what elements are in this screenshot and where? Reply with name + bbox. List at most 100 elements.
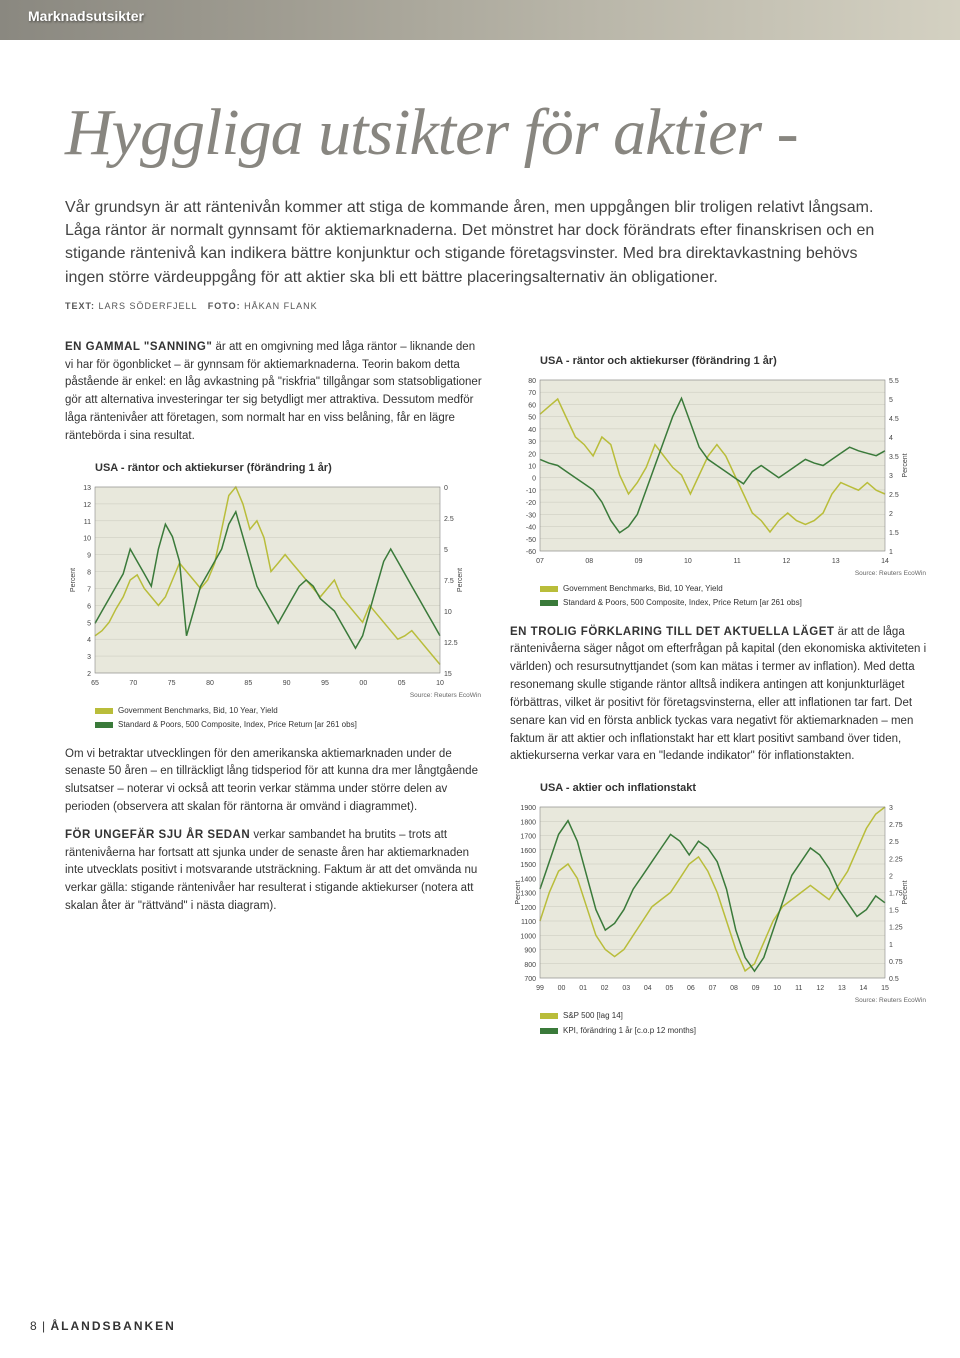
page-title: Hyggliga utsikter för aktier - bbox=[65, 95, 960, 171]
svg-text:95: 95 bbox=[321, 680, 329, 687]
svg-text:12: 12 bbox=[83, 502, 91, 509]
svg-text:1.75: 1.75 bbox=[889, 891, 903, 898]
legend-row: Standard & Poors, 500 Composite, Index, … bbox=[540, 597, 930, 609]
chart1-title: USA - räntor och aktiekurser (förändring… bbox=[95, 460, 485, 477]
svg-text:05: 05 bbox=[398, 680, 406, 687]
chart1-source: Source: Reuters EcoWin bbox=[65, 691, 481, 701]
svg-text:Percent: Percent bbox=[457, 568, 464, 592]
svg-text:15: 15 bbox=[881, 985, 889, 992]
svg-text:0: 0 bbox=[532, 476, 536, 483]
svg-text:75: 75 bbox=[168, 680, 176, 687]
svg-text:50: 50 bbox=[528, 414, 536, 421]
svg-text:14: 14 bbox=[881, 558, 889, 565]
svg-text:4: 4 bbox=[889, 435, 893, 442]
rp1-lead: EN TROLIG FÖRKLARING TILL DET AKTUELLA L… bbox=[510, 626, 834, 638]
svg-text:13: 13 bbox=[838, 985, 846, 992]
svg-text:2.25: 2.25 bbox=[889, 856, 903, 863]
svg-text:99: 99 bbox=[536, 985, 544, 992]
svg-text:85: 85 bbox=[244, 680, 252, 687]
svg-text:6: 6 bbox=[87, 603, 91, 610]
svg-text:01: 01 bbox=[579, 985, 587, 992]
svg-text:07: 07 bbox=[536, 558, 544, 565]
chart1-series2-name: Standard & Poors, 500 Composite, Index, … bbox=[118, 719, 357, 731]
chart3-legend: S&P 500 [lag 14] KPI, förändring 1 år [c… bbox=[540, 1010, 930, 1037]
svg-text:7: 7 bbox=[87, 586, 91, 593]
chart2-box: USA - räntor och aktiekurser (förändring… bbox=[510, 353, 930, 610]
intro-paragraph: Vår grundsyn är att räntenivån kommer at… bbox=[65, 196, 895, 289]
svg-text:03: 03 bbox=[622, 985, 630, 992]
svg-text:0.5: 0.5 bbox=[889, 976, 899, 983]
svg-text:13: 13 bbox=[83, 485, 91, 492]
svg-text:12.5: 12.5 bbox=[444, 640, 458, 647]
svg-text:900: 900 bbox=[524, 948, 536, 955]
svg-text:10: 10 bbox=[684, 558, 692, 565]
svg-text:7.5: 7.5 bbox=[444, 578, 454, 585]
svg-text:1: 1 bbox=[889, 942, 893, 949]
two-column-layout: EN GAMMAL "SANNING" är att en omgivning … bbox=[65, 339, 930, 1051]
rp1-body: är att de låga räntenivåerna säger något… bbox=[510, 626, 926, 763]
svg-text:14: 14 bbox=[860, 985, 868, 992]
svg-text:20: 20 bbox=[528, 451, 536, 458]
chart2-source: Source: Reuters EcoWin bbox=[510, 569, 926, 579]
svg-text:10: 10 bbox=[83, 535, 91, 542]
header-strip: Marknadsutsikter bbox=[0, 0, 960, 40]
left-p3: FÖR UNGEFÄR SJU ÅR SEDAN verkar sambande… bbox=[65, 827, 485, 916]
right-p1: EN TROLIG FÖRKLARING TILL DET AKTUELLA L… bbox=[510, 624, 930, 767]
svg-text:1.5: 1.5 bbox=[889, 908, 899, 915]
svg-text:700: 700 bbox=[524, 976, 536, 983]
svg-text:80: 80 bbox=[528, 378, 536, 385]
svg-text:10: 10 bbox=[773, 985, 781, 992]
svg-text:10: 10 bbox=[436, 680, 444, 687]
legend-row: Government Benchmarks, Bid, 10 Year, Yie… bbox=[540, 583, 930, 595]
svg-text:1200: 1200 bbox=[520, 905, 536, 912]
svg-text:2: 2 bbox=[87, 671, 91, 678]
svg-text:1000: 1000 bbox=[520, 933, 536, 940]
svg-text:5.5: 5.5 bbox=[889, 378, 899, 385]
svg-text:5: 5 bbox=[889, 397, 893, 404]
svg-text:0: 0 bbox=[444, 485, 448, 492]
svg-text:60: 60 bbox=[528, 402, 536, 409]
chart2-svg: -60-50-40-30-20-100102030405060708011.52… bbox=[510, 374, 915, 569]
svg-text:4: 4 bbox=[87, 637, 91, 644]
svg-text:800: 800 bbox=[524, 962, 536, 969]
svg-text:40: 40 bbox=[528, 427, 536, 434]
svg-text:07: 07 bbox=[709, 985, 717, 992]
svg-text:80: 80 bbox=[206, 680, 214, 687]
legend-row: S&P 500 [lag 14] bbox=[540, 1010, 930, 1022]
svg-text:9: 9 bbox=[87, 552, 91, 559]
svg-text:12: 12 bbox=[783, 558, 791, 565]
svg-text:1500: 1500 bbox=[520, 862, 536, 869]
svg-text:70: 70 bbox=[528, 390, 536, 397]
p1-body: är att en omgivning med låga räntor – li… bbox=[65, 341, 482, 442]
svg-text:13: 13 bbox=[832, 558, 840, 565]
svg-text:1700: 1700 bbox=[520, 834, 536, 841]
chart3-series1-name: S&P 500 [lag 14] bbox=[563, 1010, 623, 1022]
svg-text:Percent: Percent bbox=[70, 568, 77, 592]
svg-text:1900: 1900 bbox=[520, 805, 536, 812]
svg-text:1100: 1100 bbox=[521, 919, 536, 926]
left-column: EN GAMMAL "SANNING" är att en omgivning … bbox=[65, 339, 485, 1051]
svg-text:1600: 1600 bbox=[520, 848, 536, 855]
svg-text:-60: -60 bbox=[526, 549, 536, 556]
svg-text:2.75: 2.75 bbox=[889, 822, 903, 829]
svg-text:10: 10 bbox=[528, 463, 536, 470]
chart2-legend: Government Benchmarks, Bid, 10 Year, Yie… bbox=[540, 583, 930, 610]
svg-text:-10: -10 bbox=[526, 488, 536, 495]
svg-text:3.5: 3.5 bbox=[889, 454, 899, 461]
svg-text:2: 2 bbox=[889, 511, 893, 518]
svg-text:Percent: Percent bbox=[902, 453, 909, 477]
svg-text:70: 70 bbox=[129, 680, 137, 687]
svg-text:2.5: 2.5 bbox=[889, 492, 899, 499]
svg-text:11: 11 bbox=[795, 985, 802, 992]
chart3-box: USA - aktier och inflationstakt 70080090… bbox=[510, 780, 930, 1037]
section-label: Marknadsutsikter bbox=[28, 8, 144, 24]
svg-text:06: 06 bbox=[687, 985, 695, 992]
svg-text:-30: -30 bbox=[526, 512, 536, 519]
bank-name: ÅLANDSBANKEN bbox=[50, 1319, 175, 1333]
svg-text:00: 00 bbox=[359, 680, 367, 687]
text-label: TEXT: bbox=[65, 301, 95, 311]
svg-text:-50: -50 bbox=[526, 537, 536, 544]
svg-text:05: 05 bbox=[665, 985, 673, 992]
chart1-series1-name: Government Benchmarks, Bid, 10 Year, Yie… bbox=[118, 705, 278, 717]
left-p2: Om vi betraktar utvecklingen för den ame… bbox=[65, 746, 485, 817]
